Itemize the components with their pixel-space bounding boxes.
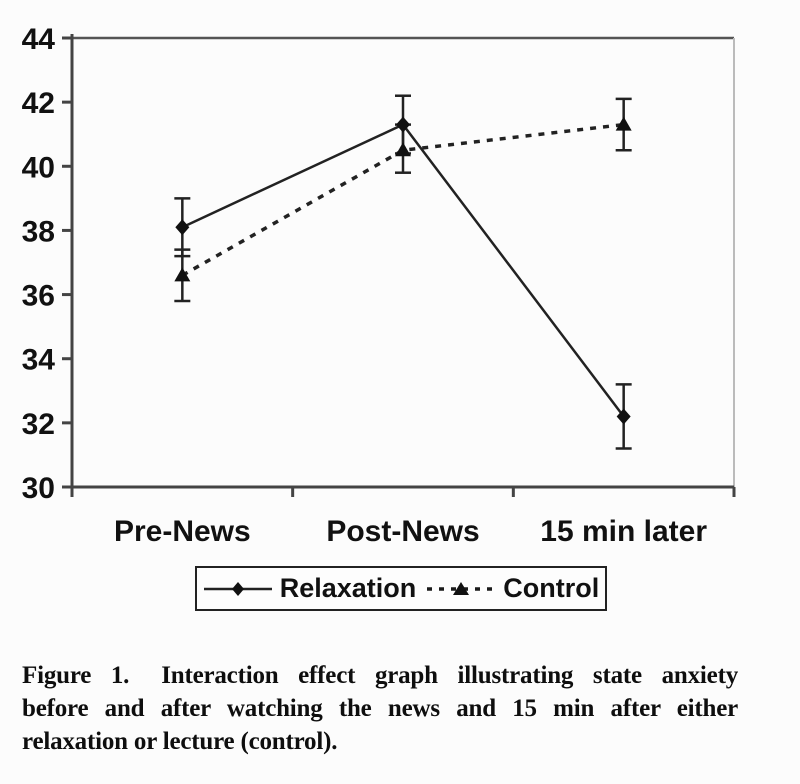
- legend-label-relaxation: Relaxation: [279, 573, 417, 603]
- y-tick-label: 44: [22, 23, 56, 56]
- legend-item-control: Control: [426, 573, 599, 604]
- caption-line-3: relaxation or lecture (control).: [22, 728, 338, 755]
- y-tick-label: 34: [22, 344, 56, 377]
- control-marker-triangle: [615, 116, 632, 131]
- legend-item-relaxation: Relaxation: [203, 573, 417, 604]
- x-tick-label: Post-News: [326, 515, 479, 548]
- figure-caption: Figure 1. Interaction effect graph illus…: [22, 659, 738, 758]
- y-tick-label: 32: [22, 408, 55, 441]
- x-tick-label: 15 min later: [540, 515, 707, 548]
- control-marker-triangle: [395, 142, 411, 157]
- y-tick-label: 36: [22, 280, 55, 313]
- y-tick-label: 38: [22, 215, 55, 248]
- diamond-marker-icon: [231, 581, 244, 596]
- control-line-sample-icon: [427, 581, 496, 595]
- y-tick-label: 40: [22, 151, 55, 184]
- x-tick-label: Pre-News: [114, 515, 251, 548]
- triangle-marker-icon: [453, 581, 470, 595]
- relaxation-marker-diamond: [616, 408, 631, 425]
- legend-label-control: Control: [503, 573, 600, 603]
- relaxation-marker-diamond: [396, 116, 410, 133]
- state-anxiety-line-chart: 30 32 34 36 38 40 42 44 Pre-News Post-News 15 min …: [22, 23, 736, 548]
- control-marker-triangle: [174, 267, 191, 282]
- legend-box: Relaxation Control: [195, 566, 607, 611]
- caption-line-1: Figure 1. Interaction effect graph illus…: [22, 662, 738, 689]
- y-tick-label: 42: [22, 87, 55, 120]
- relaxation-line-sample-icon: [203, 581, 272, 596]
- y-tick-label: 30: [22, 472, 55, 505]
- caption-line-2: before and after watching the news and 1…: [22, 695, 738, 722]
- relaxation-marker-diamond: [175, 219, 190, 236]
